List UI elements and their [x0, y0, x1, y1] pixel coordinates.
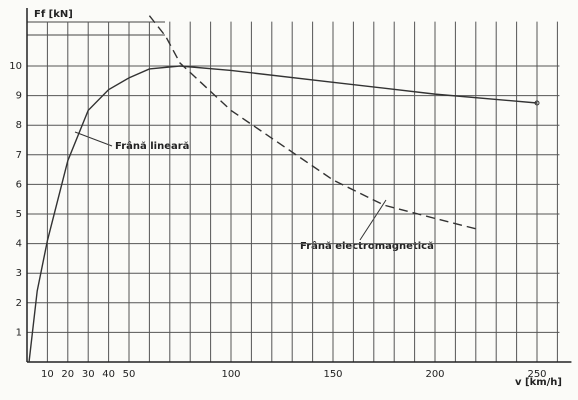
x-tick-label: 250	[527, 369, 546, 380]
y-tick-label: 10	[9, 61, 22, 72]
leader-line	[359, 199, 387, 241]
y-tick-label: 1	[16, 327, 22, 338]
y-tick-label: 3	[16, 268, 22, 279]
y-tick-label: 9	[16, 91, 22, 102]
x-tick-label: 30	[82, 369, 95, 380]
series-line	[148, 15, 476, 230]
x-tick-label: 50	[123, 369, 136, 380]
y-tick-label: 8	[16, 120, 22, 131]
annotation: Frână lineară	[115, 140, 189, 152]
leader-line	[74, 131, 113, 147]
y-tick-label: 7	[16, 150, 22, 161]
x-axis-label: v [km/h]	[515, 377, 562, 388]
y-axis-label: Ff [kN]	[34, 9, 73, 20]
x-tick-label: 40	[102, 369, 115, 380]
x-tick-label: 10	[41, 369, 54, 380]
end-marker	[534, 100, 540, 106]
x-tick-label: 150	[323, 369, 342, 380]
y-tick-label: 6	[16, 179, 22, 190]
x-tick-label: 20	[61, 369, 74, 380]
x-tick-label: 100	[221, 369, 240, 380]
annotation: Frână electromagnetică	[300, 240, 434, 252]
y-tick-label: 5	[16, 209, 22, 220]
x-tick-label: 200	[425, 369, 444, 380]
y-tick-label: 2	[16, 298, 22, 309]
y-tick-label: 4	[16, 239, 22, 250]
series-line	[28, 65, 538, 363]
